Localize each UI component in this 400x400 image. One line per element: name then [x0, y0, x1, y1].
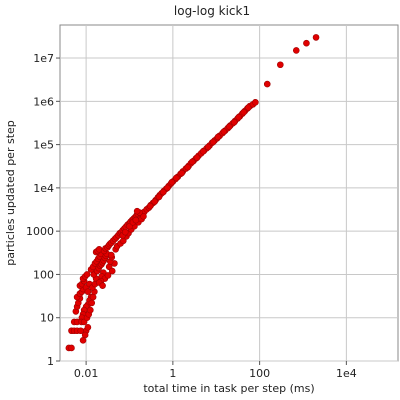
- data-point: [173, 174, 180, 182]
- x-tick-label: 1e4: [336, 367, 357, 380]
- data-point: [277, 61, 284, 69]
- data-point: [252, 98, 259, 106]
- data-point: [214, 133, 222, 141]
- data-point: [132, 216, 140, 224]
- y-tick-label: 1e6: [33, 95, 54, 108]
- data-point: [292, 47, 300, 54]
- data-point: [263, 80, 271, 88]
- plot-area: [59, 24, 399, 362]
- data-point: [68, 344, 75, 352]
- x-axis-label: total time in task per step (ms): [143, 382, 314, 395]
- y-tick-label: 1000: [26, 225, 54, 238]
- data-point: [204, 143, 212, 151]
- data-point: [121, 228, 129, 236]
- data-point: [220, 128, 228, 135]
- data-point: [240, 108, 248, 116]
- y-tick-label: 100: [33, 268, 54, 281]
- data-point: [84, 324, 92, 331]
- y-tick-label: 1: [47, 355, 54, 368]
- data-point: [88, 299, 96, 307]
- grid-lines: [60, 25, 398, 362]
- data-point: [225, 123, 233, 130]
- axis-ticks: 0.01 1 100 1e4 1 10 100 1000 1e4 1e5 1e6 1e7: [26, 52, 357, 380]
- data-point: [133, 207, 141, 215]
- y-tick-label: 1e5: [33, 139, 54, 152]
- data-point: [193, 154, 201, 161]
- data-point: [146, 202, 154, 210]
- data-point: [84, 288, 92, 295]
- data-point: [99, 282, 106, 289]
- data-point: [184, 163, 192, 171]
- data-point: [303, 39, 310, 47]
- data-points: [65, 34, 320, 352]
- data-point: [79, 337, 87, 344]
- data-point: [77, 327, 84, 335]
- data-point: [159, 188, 167, 196]
- data-point: [230, 118, 238, 126]
- data-point: [151, 198, 158, 205]
- data-point: [87, 306, 94, 314]
- data-point: [188, 158, 196, 166]
- chart-title: log-log kick1: [174, 4, 250, 18]
- data-point: [178, 169, 186, 177]
- data-point: [107, 251, 115, 259]
- y-tick-label: 1e4: [33, 182, 54, 195]
- data-point: [209, 138, 217, 146]
- data-point: [83, 271, 91, 278]
- data-point: [164, 184, 171, 192]
- data-point: [235, 113, 243, 121]
- data-point: [89, 293, 97, 301]
- x-tick-label: 0.01: [74, 367, 99, 380]
- data-point: [199, 148, 207, 155]
- y-tick-label: 10: [40, 312, 54, 325]
- y-axis-label: particles updated per step: [4, 120, 17, 266]
- data-point: [155, 193, 163, 201]
- data-point: [245, 104, 252, 111]
- y-tick-label: 1e7: [33, 52, 54, 65]
- data-point: [140, 213, 147, 220]
- data-point: [168, 178, 176, 186]
- data-point: [104, 272, 112, 279]
- data-point: [312, 34, 320, 41]
- data-point: [108, 267, 116, 275]
- x-tick-label: 1: [169, 367, 176, 380]
- data-point: [81, 331, 89, 339]
- x-tick-label: 100: [249, 367, 270, 380]
